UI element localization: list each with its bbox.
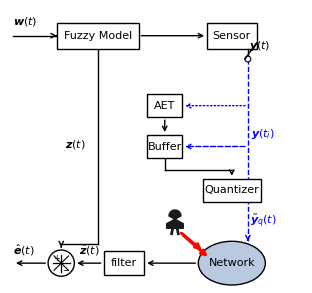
Polygon shape bbox=[167, 223, 183, 228]
Text: AET: AET bbox=[154, 101, 175, 111]
FancyBboxPatch shape bbox=[57, 23, 139, 49]
Text: Quantizer: Quantizer bbox=[204, 185, 259, 195]
Circle shape bbox=[245, 56, 251, 62]
Circle shape bbox=[48, 250, 74, 276]
Ellipse shape bbox=[198, 241, 265, 285]
Text: Fuzzy Model: Fuzzy Model bbox=[64, 31, 132, 41]
Text: $\boldsymbol{w}(t)$: $\boldsymbol{w}(t)$ bbox=[13, 16, 37, 28]
FancyBboxPatch shape bbox=[147, 94, 182, 117]
Text: Network: Network bbox=[208, 258, 255, 268]
FancyBboxPatch shape bbox=[147, 135, 182, 158]
Text: $\hat{\boldsymbol{z}}(t)$: $\hat{\boldsymbol{z}}(t)$ bbox=[79, 243, 99, 258]
Text: $\boldsymbol{z}(t)$: $\boldsymbol{z}(t)$ bbox=[65, 138, 86, 151]
Text: $\hat{\boldsymbol{e}}(t)$: $\hat{\boldsymbol{e}}(t)$ bbox=[13, 243, 35, 258]
FancyBboxPatch shape bbox=[104, 251, 144, 275]
Text: Buffer: Buffer bbox=[148, 142, 182, 151]
Polygon shape bbox=[167, 210, 183, 228]
Text: $\boldsymbol{y}(t)$: $\boldsymbol{y}(t)$ bbox=[249, 39, 271, 53]
FancyBboxPatch shape bbox=[207, 23, 256, 49]
Text: Sensor: Sensor bbox=[213, 31, 251, 41]
Text: $-$: $-$ bbox=[62, 264, 69, 273]
Text: $\boldsymbol{y}(t_i)$: $\boldsymbol{y}(t_i)$ bbox=[251, 127, 275, 141]
FancyBboxPatch shape bbox=[203, 178, 261, 202]
Text: $\tilde{\boldsymbol{y}}_q(t)$: $\tilde{\boldsymbol{y}}_q(t)$ bbox=[250, 213, 277, 230]
Text: +: + bbox=[53, 254, 60, 263]
Text: filter: filter bbox=[111, 258, 137, 268]
